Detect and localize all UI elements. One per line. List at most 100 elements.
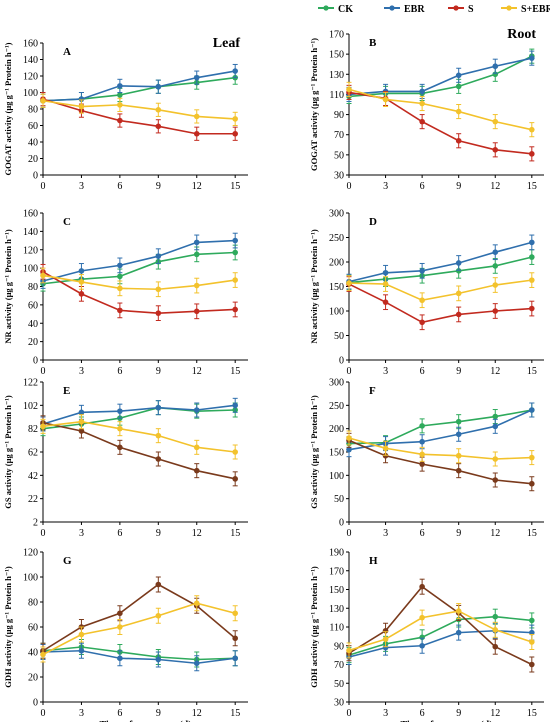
series-ck — [40, 639, 238, 668]
x-tick-label: 6 — [117, 366, 122, 377]
y-tick-label: 22 — [28, 494, 38, 505]
y-tick-label: 150 — [329, 282, 344, 293]
data-point — [155, 656, 162, 663]
series-line — [42, 649, 236, 665]
series-line — [42, 404, 236, 425]
data-point — [232, 655, 238, 662]
x-tick-label: 15 — [527, 366, 537, 377]
data-point — [529, 254, 535, 260]
y-tick-label: 110 — [329, 623, 344, 634]
x-tick-label: 15 — [230, 366, 240, 377]
data-point — [419, 583, 425, 590]
y-tick-label: 120 — [23, 72, 38, 83]
x-tick-label: 9 — [156, 366, 161, 377]
data-point — [419, 614, 425, 621]
y-tick-label: 160 — [23, 209, 38, 220]
data-point — [193, 113, 200, 120]
x-tick-label: 0 — [41, 181, 46, 192]
data-point — [78, 279, 85, 285]
data-point — [492, 147, 499, 153]
data-point — [155, 310, 162, 316]
series-line — [42, 70, 236, 102]
y-tick-label: 120 — [23, 245, 38, 256]
data-point — [193, 130, 200, 137]
data-point — [117, 307, 123, 314]
y-tick-label: 130 — [329, 604, 344, 615]
data-point — [232, 610, 238, 617]
y-tick-label: 62 — [28, 448, 38, 459]
y-tick-label: 82 — [28, 424, 38, 435]
series-line — [348, 615, 532, 656]
x-tick-label: 15 — [230, 181, 240, 192]
data-point — [529, 126, 535, 133]
x-tick-label: 0 — [347, 181, 352, 192]
y-tick-label: 40 — [28, 648, 38, 659]
series-line — [42, 646, 236, 661]
y-tick-label: 300 — [329, 209, 344, 220]
data-point — [382, 636, 389, 642]
data-point — [419, 319, 425, 326]
series-line — [42, 271, 236, 314]
data-point — [155, 286, 162, 293]
data-point — [455, 108, 462, 115]
x-tick-label: 15 — [527, 181, 537, 192]
data-point — [78, 291, 85, 297]
panel-a: 0 20 40 60 80 100 120 140 160 0 3 6 9 12 15 GOGAT activ… — [3, 36, 248, 192]
y-tick-label: 120 — [23, 548, 38, 559]
y-tick-label: 50 — [334, 679, 344, 690]
data-point — [117, 655, 123, 662]
data-point — [193, 407, 200, 413]
data-point — [155, 581, 162, 588]
data-point — [492, 423, 499, 430]
data-point — [232, 249, 238, 256]
x-tick-label: 0 — [347, 708, 352, 719]
panel-title: Root — [507, 27, 536, 42]
y-axis-label: GDH activity (μg g⁻¹ Protein h⁻¹) — [3, 566, 13, 688]
data-point — [529, 151, 535, 157]
data-point — [455, 311, 462, 318]
data-point — [232, 237, 238, 244]
data-point — [232, 449, 238, 455]
data-point — [40, 423, 46, 430]
series-line — [42, 99, 236, 120]
panel-title: Leaf — [213, 36, 241, 51]
data-point — [346, 86, 352, 93]
data-point — [382, 445, 389, 452]
x-tick-label: 0 — [347, 366, 352, 377]
data-point — [529, 239, 535, 246]
x-tick-label: 12 — [490, 708, 500, 719]
data-point — [117, 273, 123, 280]
data-point — [117, 624, 123, 630]
data-point — [529, 617, 535, 624]
series-line — [348, 283, 532, 324]
data-point — [155, 253, 162, 259]
data-point — [455, 629, 462, 636]
x-tick-label: 9 — [156, 181, 161, 192]
panel-label: B — [369, 37, 377, 49]
y-tick-label: 42 — [28, 471, 38, 482]
x-tick-label: 0 — [41, 708, 46, 719]
panel-b: 30 50 70 90 110 130 150 170 0 3 6 9 12 15 GOGAT activi… — [309, 27, 544, 192]
x-tick-label: 15 — [230, 528, 240, 539]
data-point — [492, 308, 499, 314]
data-point — [193, 251, 200, 258]
y-tick-label: 190 — [329, 548, 344, 559]
series-s-ebr — [40, 93, 238, 126]
data-point — [419, 461, 425, 467]
legend: CK EBR S S+EBR — [318, 4, 550, 15]
data-point — [419, 268, 425, 274]
legend-label-ck: CK — [338, 4, 353, 15]
series-s-ebr — [40, 267, 238, 298]
series-line — [348, 241, 533, 283]
x-tick-label: 3 — [79, 708, 84, 719]
series-ebr — [40, 63, 238, 108]
data-point — [78, 96, 85, 102]
data-point — [492, 613, 499, 620]
series-s — [346, 276, 535, 331]
y-tick-label: 122 — [23, 378, 38, 389]
y-tick-label: 20 — [28, 673, 38, 684]
series-line — [42, 583, 236, 652]
legend-marker-ebr — [389, 5, 395, 11]
